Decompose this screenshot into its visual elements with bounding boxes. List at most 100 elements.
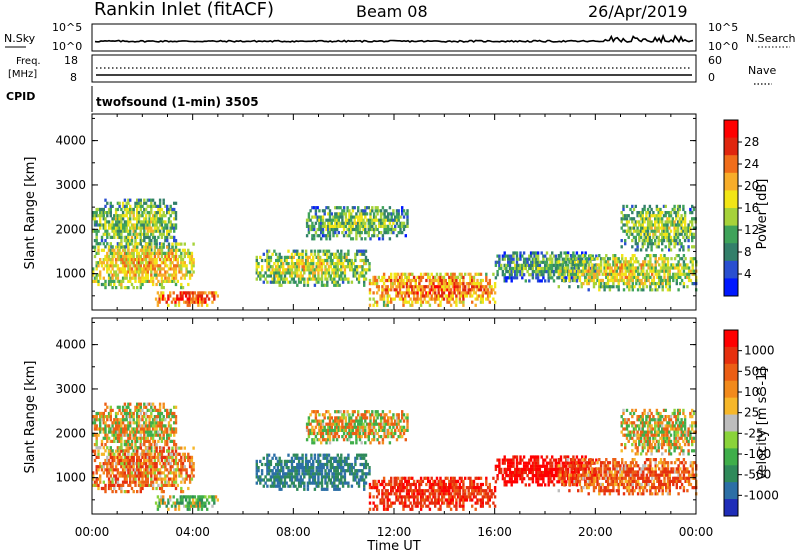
heatmap-cell [557, 272, 560, 276]
heatmap-cell [148, 471, 151, 475]
heatmap-cell [173, 477, 176, 481]
heatmap-cell [174, 486, 178, 491]
heatmap-cell [171, 251, 174, 255]
heatmap-cell [113, 452, 116, 456]
heatmap-cell [139, 446, 142, 450]
heatmap-cell [469, 272, 472, 276]
heatmap-cell [510, 273, 513, 277]
heatmap-cell [179, 501, 182, 505]
heatmap-cell [645, 272, 649, 276]
heatmap-cell [157, 433, 160, 437]
heatmap-cell [646, 242, 650, 246]
heatmap-cell [176, 483, 179, 487]
heatmap-cell [401, 231, 404, 235]
heatmap-cell [598, 288, 601, 292]
heatmap-cell [608, 257, 612, 261]
heatmap-cell [622, 229, 625, 233]
heatmap-cell [160, 242, 164, 246]
heatmap-cell [167, 433, 171, 437]
heatmap-cell [508, 254, 512, 258]
heatmap-cell [326, 271, 329, 275]
heatmap-cell [180, 458, 183, 463]
heatmap-cell [418, 278, 421, 283]
heatmap-cell [397, 231, 400, 235]
heatmap-cell [139, 242, 142, 246]
heatmap-cell [676, 207, 680, 212]
heatmap-cell [184, 498, 188, 502]
heatmap-cell [397, 224, 400, 228]
heatmap-cell [392, 218, 395, 222]
heatmap-cell [332, 227, 335, 232]
heatmap-cell [158, 405, 162, 409]
heatmap-cell [190, 501, 193, 505]
heatmap-cell [388, 212, 392, 216]
heatmap-cell [116, 223, 120, 227]
heatmap-cell [146, 251, 149, 255]
heatmap-cell [107, 245, 111, 249]
heatmap-cell [324, 268, 327, 272]
heatmap-cell [622, 223, 625, 227]
heatmap-cell [144, 242, 148, 246]
heatmap-cell [155, 245, 158, 249]
heatmap-cell [354, 271, 357, 275]
heatmap-cell [678, 204, 681, 208]
heatmap-cell [344, 218, 348, 222]
heatmap-cell [174, 452, 178, 456]
heatmap-cell [174, 223, 178, 227]
heatmap-cell [310, 252, 313, 256]
heatmap-cell [190, 300, 193, 304]
heatmap-cell [544, 266, 547, 271]
heatmap-cell [519, 257, 522, 261]
heatmap-cell [522, 273, 526, 277]
heatmap-cell [259, 459, 262, 463]
heatmap-cell [153, 474, 157, 478]
heatmap-cell [524, 257, 527, 261]
heatmap-cell [255, 262, 258, 266]
heatmap-cell [171, 430, 174, 434]
heatmap-cell [551, 260, 554, 264]
heatmap-cell [649, 266, 652, 270]
heatmap-cell [129, 443, 132, 447]
heatmap-cell [153, 430, 157, 434]
heatmap-cell [488, 282, 491, 286]
heatmap-cell [381, 297, 384, 301]
heatmap-cell [319, 255, 322, 259]
heatmap-cell [631, 275, 634, 279]
heatmap-cell [283, 274, 287, 278]
heatmap-cell [334, 274, 338, 278]
heatmap-cell [132, 258, 135, 262]
heatmap-cell [139, 424, 142, 428]
heatmap-cell [405, 285, 409, 289]
heatmap-cell [641, 242, 644, 246]
heatmap-cell [615, 257, 619, 261]
heatmap-cell [127, 207, 130, 212]
heatmap-cell [211, 498, 214, 502]
heatmap-cell [107, 477, 111, 481]
heatmap-cell [627, 226, 630, 230]
heatmap-cell [158, 486, 162, 491]
heatmap-cell [427, 272, 430, 276]
heatmap-cell [164, 458, 167, 463]
heatmap-cell [411, 278, 414, 283]
heatmap-cell [374, 218, 377, 222]
heatmap-cell [136, 214, 139, 218]
heatmap-cell [570, 263, 573, 267]
heatmap-cell [341, 224, 344, 228]
heatmap-cell [336, 265, 339, 269]
heatmap-cell [339, 212, 342, 216]
heatmap-cell [636, 232, 639, 236]
heatmap-cell [479, 272, 483, 276]
heatmap-cell [448, 282, 451, 286]
heatmap-cell [342, 227, 346, 232]
heatmap-cell [148, 458, 151, 463]
heatmap-cell [157, 267, 160, 271]
heatmap-cell [118, 408, 121, 412]
heatmap-cell [360, 224, 363, 228]
heatmap-cell [671, 239, 674, 243]
heatmap-cell [95, 483, 98, 487]
heatmap-cell [187, 452, 190, 456]
heatmap-cell [476, 282, 479, 286]
heatmap-cell [320, 271, 324, 275]
heatmap-cell [158, 462, 162, 466]
heatmap-cell [139, 214, 142, 218]
